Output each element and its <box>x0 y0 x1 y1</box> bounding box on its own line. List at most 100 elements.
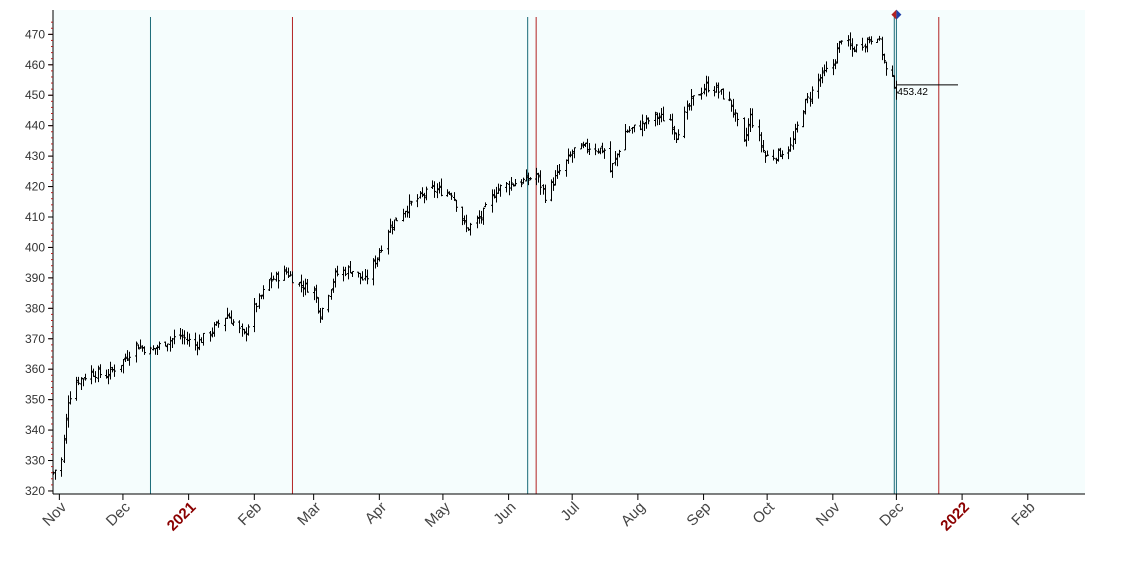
ohlc-bar <box>510 176 513 191</box>
y-tick-label: 440 <box>25 119 45 133</box>
ohlc-bar <box>361 271 364 281</box>
ohlc-bar <box>270 272 273 289</box>
ohlc-bar <box>743 117 746 142</box>
x-month-label: Feb <box>1008 499 1038 529</box>
ohlc-bar <box>143 346 146 355</box>
ohlc-bar <box>832 59 835 76</box>
ohlc-bar <box>747 118 750 141</box>
marker-diamond-left <box>891 9 897 20</box>
ohlc-bar <box>609 141 612 173</box>
ohlc-bar <box>762 140 765 153</box>
y-tick-label: 450 <box>25 88 45 102</box>
ohlc-bar <box>626 129 629 133</box>
ohlc-bar <box>97 365 100 383</box>
ohlc-bar <box>154 348 157 355</box>
ohlc-bar <box>794 123 797 144</box>
ohlc-bar <box>732 98 735 118</box>
ohlc-bar <box>99 364 102 379</box>
ohlc-bar <box>77 376 80 386</box>
ohlc-bar <box>232 319 235 327</box>
ohlc-bar <box>603 148 606 159</box>
ohlc-bar <box>395 217 398 222</box>
ohlc-bar <box>478 210 481 224</box>
ohlc-bar <box>611 163 614 178</box>
ohlc-bar <box>614 151 617 166</box>
ohlc-bar <box>703 83 706 95</box>
x-month-label: Apr <box>362 499 391 528</box>
ohlc-bar <box>183 330 186 345</box>
ohlc-bar <box>268 279 271 292</box>
ohlc-bar <box>866 37 869 53</box>
ohlc-bar <box>215 321 218 326</box>
ohlc-bar <box>690 88 693 111</box>
ohlc-bar <box>446 189 449 197</box>
ohlc-bar <box>463 215 466 225</box>
ohlc-bar <box>618 149 621 158</box>
y-tick-label: 340 <box>25 423 45 437</box>
ohlc-bar <box>245 327 248 342</box>
ohlc-bar <box>84 373 87 381</box>
ohlc-bar <box>260 294 263 300</box>
ohlc-bar <box>436 183 439 199</box>
ohlc-bar <box>796 121 799 133</box>
ohlc-bar <box>376 257 379 267</box>
ohlc-bar <box>124 353 127 363</box>
ohlc-bar <box>658 112 661 126</box>
ohlc-bar <box>211 327 214 338</box>
ohlc-bar <box>779 147 782 157</box>
ohlc-bar <box>450 192 453 200</box>
y-tick-label: 370 <box>25 332 45 346</box>
ohlc-bar <box>262 285 265 300</box>
ohlc-bar <box>717 82 720 99</box>
ohlc-bar <box>861 37 864 51</box>
ohlc-bar <box>149 346 152 355</box>
ohlc-bar <box>656 112 659 126</box>
y-tick-label: 470 <box>25 27 45 41</box>
ohlc-bar <box>321 307 324 320</box>
ohlc-bar <box>499 184 502 197</box>
ohlc-bar <box>641 114 644 137</box>
ohlc-bar <box>275 271 278 282</box>
ohlc-bar <box>378 248 381 262</box>
ohlc-bar <box>582 141 585 149</box>
ohlc-bar <box>421 187 424 198</box>
ohlc-bar <box>327 294 330 313</box>
ohlc-bar <box>423 192 426 204</box>
ohlc-bar <box>804 98 807 115</box>
last-value-overlay: 453.42 <box>891 9 958 98</box>
ohlc-bar <box>461 206 464 226</box>
y-tick-label: 410 <box>25 210 45 224</box>
ohlc-bar <box>60 457 63 477</box>
ohlc-bar <box>179 328 182 340</box>
ohlc-bar <box>419 191 422 199</box>
ohlc-bar <box>781 150 784 160</box>
ohlc-bar <box>255 302 258 313</box>
ohlc-bar <box>647 117 650 125</box>
ohlc-bar <box>75 376 78 401</box>
ohlc-bar <box>313 286 316 301</box>
ohlc-bar <box>188 333 191 347</box>
x-month-label: Nov <box>39 498 70 529</box>
ohlc-bar <box>173 329 176 345</box>
ohlc-bar <box>332 278 335 293</box>
ohlc-bar <box>408 194 411 218</box>
ohlc-bar <box>628 126 631 133</box>
ohlc-bar <box>722 88 725 100</box>
ohlc-bar <box>283 265 286 281</box>
y-tick-label: 320 <box>25 484 45 498</box>
ohlc-bar <box>599 147 602 155</box>
x-month-label: Nov <box>813 498 844 529</box>
ohlc-bar <box>391 221 394 235</box>
ohlc-bar <box>455 199 458 212</box>
ohlc-bar <box>366 269 369 285</box>
ohlc-bar <box>476 215 479 229</box>
ohlc-bar <box>230 310 233 324</box>
ohlc-bar <box>291 271 294 284</box>
ohlc-bar <box>298 282 301 287</box>
x-year-label: 2022 <box>937 499 973 535</box>
ohlc-bar <box>317 297 320 314</box>
ohlc-bar <box>586 138 589 154</box>
ohlc-bar <box>683 106 686 139</box>
ohlc-bar <box>156 344 159 356</box>
ohlc-bar <box>789 137 792 152</box>
